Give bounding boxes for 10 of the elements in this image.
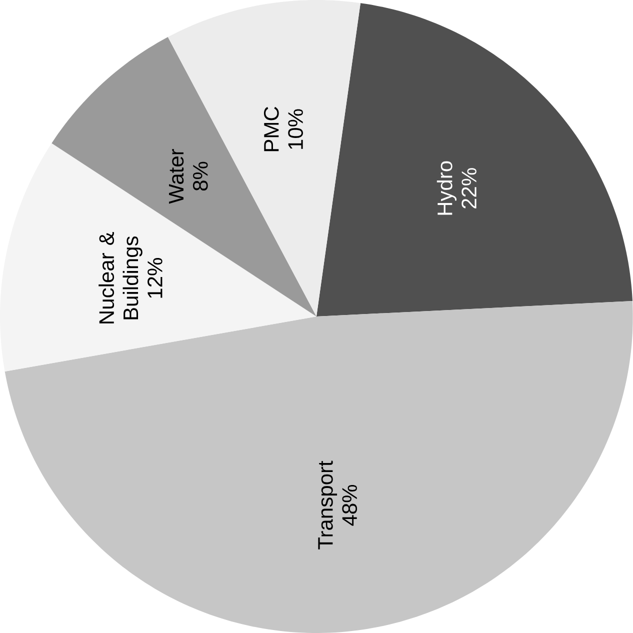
slice-label: Hydro <box>436 161 457 215</box>
slice-label: Water <box>169 148 184 204</box>
slice-label: PMC <box>264 106 279 152</box>
slice-label: Transport <box>318 460 338 550</box>
data-label: 22% <box>462 168 476 208</box>
data-label: 10% <box>288 109 304 149</box>
data-label: 48% <box>342 484 358 526</box>
data-label: 12% <box>148 258 162 298</box>
data-label: 8% <box>193 162 208 191</box>
slice-label: Nuclear & Buildings <box>98 232 142 324</box>
